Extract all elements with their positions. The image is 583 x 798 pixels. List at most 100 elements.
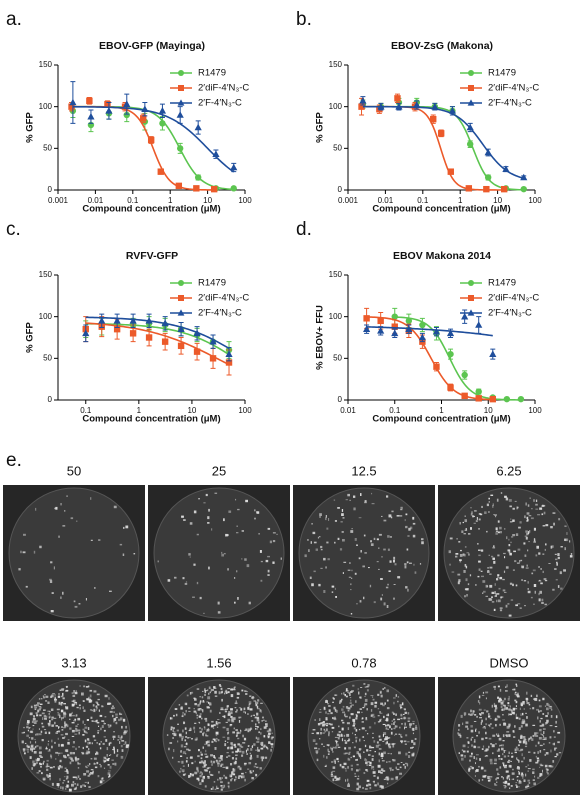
cell-spot (234, 778, 236, 782)
cell-spot (351, 690, 354, 692)
cell-spot (267, 736, 270, 739)
cell-spot (485, 755, 489, 757)
cell-spot (377, 708, 380, 710)
cell-spot (216, 737, 218, 740)
cell-spot (356, 769, 359, 772)
cell-spot (514, 707, 518, 710)
cell-spot (242, 742, 246, 744)
cell-spot (383, 602, 386, 606)
cell-spot (502, 714, 504, 716)
cell-spot (353, 746, 356, 749)
cell-spot (27, 750, 29, 753)
data-point (447, 350, 454, 358)
cell-spot (492, 734, 496, 737)
cell-spot (222, 736, 226, 738)
fit-curve (394, 316, 521, 401)
cell-spot (255, 736, 257, 740)
cell-spot (92, 735, 96, 738)
cell-spot (378, 744, 381, 746)
cell-spot (199, 771, 202, 773)
cell-spot (495, 718, 498, 721)
cell-spot (51, 592, 54, 594)
cell-spot (528, 704, 531, 706)
cell-spot (503, 755, 507, 758)
data-point (176, 111, 184, 118)
cell-spot (470, 725, 473, 728)
cell-spot (502, 708, 505, 711)
cell-spot (372, 696, 374, 698)
cell-spot (241, 750, 245, 754)
cell-spot (203, 726, 206, 728)
cell-spot (474, 739, 476, 742)
cell-spot (224, 776, 227, 779)
cell-spot (319, 722, 323, 725)
cell-spot (378, 568, 380, 570)
cell-spot (205, 733, 207, 736)
cell-spot (350, 713, 354, 716)
cell-spot (212, 787, 214, 790)
cell-spot (334, 736, 338, 738)
cell-spot (96, 742, 98, 744)
cell-spot (399, 772, 402, 775)
cell-spot (204, 717, 208, 720)
y-tick-label: 100 (39, 102, 53, 111)
cell-spot (350, 768, 353, 771)
data-point (502, 165, 510, 172)
cell-spot (342, 572, 344, 574)
cell-spot (177, 740, 179, 743)
cell-spot (493, 704, 497, 708)
data-point (161, 338, 169, 345)
data-point (489, 395, 496, 403)
cell-spot (241, 558, 243, 560)
cell-spot (210, 774, 214, 776)
cell-spot (226, 756, 228, 758)
cell-spot (497, 735, 500, 737)
cell-spot (102, 777, 104, 780)
cell-spot (266, 730, 270, 733)
cell-spot (316, 758, 319, 762)
cell-spot (194, 738, 198, 741)
cell-spot (481, 505, 483, 508)
cell-spot (475, 584, 477, 586)
cell-spot (64, 756, 67, 759)
fit-curve (72, 105, 235, 173)
cell-spot (181, 769, 185, 772)
cell-spot (37, 702, 40, 704)
cell-spot (524, 739, 527, 741)
cell-spot (119, 543, 123, 546)
cell-spot (395, 777, 398, 780)
cell-spot (227, 781, 230, 785)
cell-spot (411, 727, 415, 731)
cell-spot (415, 725, 417, 728)
cell-spot (373, 537, 376, 540)
cell-spot (223, 774, 225, 777)
cell-spot (67, 741, 70, 745)
cell-spot (239, 744, 242, 748)
cell-spot (399, 515, 403, 517)
cell-spot (51, 718, 54, 721)
cell-spot (227, 741, 229, 743)
cell-spot (512, 507, 515, 510)
cell-spot (325, 728, 328, 732)
cell-spot (227, 755, 231, 757)
cell-spot (208, 508, 210, 512)
cell-spot (319, 513, 322, 516)
cell-spot (186, 694, 189, 697)
cell-spot (386, 689, 389, 693)
data-point (489, 350, 497, 357)
cell-spot (255, 763, 257, 765)
cell-spot (51, 739, 53, 743)
cell-spot (66, 769, 68, 772)
cell-spot (497, 531, 500, 534)
cell-spot (223, 709, 227, 711)
cell-spot (122, 718, 126, 722)
cell-spot (504, 556, 506, 559)
cell-spot (61, 718, 63, 721)
cell-spot (54, 697, 56, 699)
cell-spot (359, 600, 362, 603)
cell-spot (247, 706, 250, 710)
cell-spot (182, 577, 185, 580)
cell-spot (559, 571, 562, 575)
cell-spot (532, 734, 534, 738)
cell-spot (86, 738, 90, 741)
